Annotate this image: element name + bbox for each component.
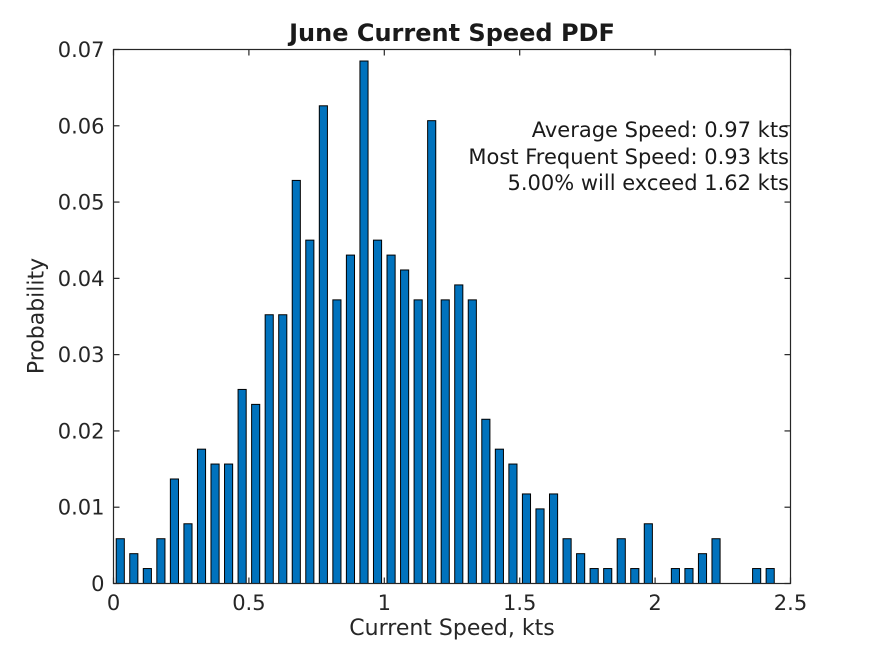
annotation-most-frequent-speed: Most Frequent Speed: 0.93 kts (468, 144, 789, 169)
histogram-bar (386, 254, 396, 584)
histogram-bar (156, 538, 166, 584)
histogram-bar (684, 568, 694, 584)
histogram-bar (237, 388, 247, 584)
annotation-exceedance-speed: 5.00% will exceed 1.62 kts (507, 171, 789, 196)
histogram-bar (413, 299, 423, 584)
histogram-bar (332, 299, 342, 584)
y-tick-label: 0.06 (58, 114, 105, 138)
histogram-bar (305, 239, 315, 584)
histogram-bar (481, 418, 491, 585)
histogram-bar (427, 120, 437, 584)
histogram-bar (129, 553, 139, 584)
histogram-bar (603, 568, 613, 584)
chart-title: June Current Speed PDF (289, 19, 615, 47)
x-tick-label: 1.5 (503, 591, 536, 615)
histogram-bar (210, 463, 220, 585)
histogram-bar (169, 478, 179, 584)
y-tick-label: 0.07 (58, 38, 105, 62)
histogram-bar (440, 299, 450, 584)
annotation-average-speed: Average Speed: 0.97 kts (531, 118, 789, 142)
histogram-bar (765, 568, 775, 584)
histogram-bar (670, 568, 680, 584)
histogram-bar (494, 448, 504, 584)
histogram-bar (372, 239, 383, 584)
histogram-bar (711, 538, 721, 584)
histogram-bar (251, 403, 261, 584)
x-tick-label: 2.5 (774, 591, 807, 615)
histogram-bar (264, 314, 274, 584)
stats-annotation: Average Speed: 0.97 kts Most Frequent Sp… (468, 117, 789, 197)
axes-box (112, 48, 792, 585)
histogram-bar (521, 493, 532, 584)
x-tick-label: 2 (648, 591, 661, 615)
y-tick-label: 0.05 (58, 191, 105, 215)
histogram-bar (291, 179, 301, 584)
x-tick-label: 1 (378, 591, 391, 615)
histogram-bar (562, 538, 572, 584)
histogram-bar (535, 508, 545, 585)
histogram-bar (115, 538, 125, 584)
histogram-bar (278, 314, 288, 584)
histogram-bar (697, 553, 708, 584)
histogram-bar (345, 254, 356, 584)
histogram-bar (548, 493, 559, 584)
histogram-bar (467, 299, 477, 584)
y-tick-label: 0.02 (58, 419, 105, 443)
histogram-bar (196, 448, 207, 584)
histogram-bar (589, 568, 599, 584)
histogram-bar (616, 538, 626, 584)
histogram-bar (576, 553, 586, 584)
y-tick-label: 0 (91, 572, 104, 596)
y-axis-label: Probability (24, 257, 50, 375)
x-tick-label: 0 (107, 591, 120, 615)
x-axis-label: Current Speed, kts (349, 616, 555, 641)
histogram-bar (508, 463, 518, 585)
histogram-bar (142, 568, 152, 584)
histogram-bar (630, 568, 640, 584)
y-tick-label: 0.01 (58, 496, 105, 520)
histogram-bar (752, 568, 762, 584)
histogram-bar (183, 523, 193, 585)
histogram-bar (643, 523, 653, 585)
x-tick-label: 0.5 (232, 591, 265, 615)
y-tick-label: 0.03 (58, 343, 105, 367)
histogram-bar (454, 284, 464, 584)
histogram-bar (359, 60, 369, 584)
histogram-bar (318, 105, 328, 585)
histogram-bar (224, 463, 234, 585)
histogram-bar (400, 269, 410, 584)
y-tick-label: 0.04 (58, 267, 105, 291)
